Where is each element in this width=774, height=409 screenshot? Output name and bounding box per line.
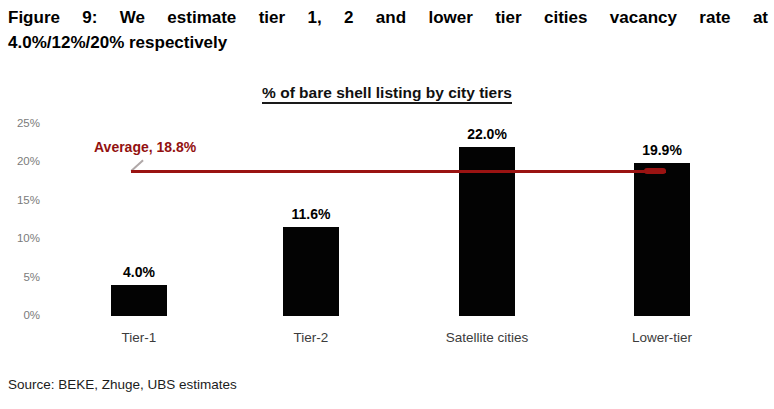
bar [634, 163, 690, 316]
chart-title: % of bare shell listing by city tiers [137, 84, 637, 102]
average-line [131, 170, 666, 173]
figure-title-line1: Figure 9: We estimate tier 1, 2 and lowe… [8, 5, 768, 30]
category-label: Lower-tier [597, 330, 727, 345]
category-label: Tier-1 [74, 330, 204, 345]
y-tick-label: 25% [0, 117, 40, 129]
bar-value-label: 19.9% [617, 142, 707, 158]
bar-value-label: 4.0% [94, 264, 184, 280]
bar-value-label: 22.0% [442, 126, 532, 142]
figure-title: Figure 9: We estimate tier 1, 2 and lowe… [8, 5, 768, 55]
average-label: Average, 18.8% [94, 139, 196, 155]
y-tick-label: 10% [0, 232, 40, 244]
bar-value-label: 11.6% [266, 206, 356, 222]
category-label: Satellite cities [422, 330, 552, 345]
y-tick-label: 0% [0, 309, 40, 321]
average-line-end-cap [644, 168, 666, 174]
y-tick-label: 20% [0, 155, 40, 167]
bar [283, 227, 339, 316]
figure-9-vacancy-rate-chart: Figure 9: We estimate tier 1, 2 and lowe… [0, 0, 774, 409]
figure-title-line2: 4.0%/12%/20% respectively [8, 30, 768, 55]
y-tick-label: 15% [0, 194, 40, 206]
y-tick-label: 5% [0, 271, 40, 283]
chart-title-text: % of bare shell listing by city tiers [262, 84, 512, 104]
source-text: Source: BEKE, Zhuge, UBS estimates [8, 377, 237, 392]
category-label: Tier-2 [246, 330, 376, 345]
bar [111, 285, 167, 316]
